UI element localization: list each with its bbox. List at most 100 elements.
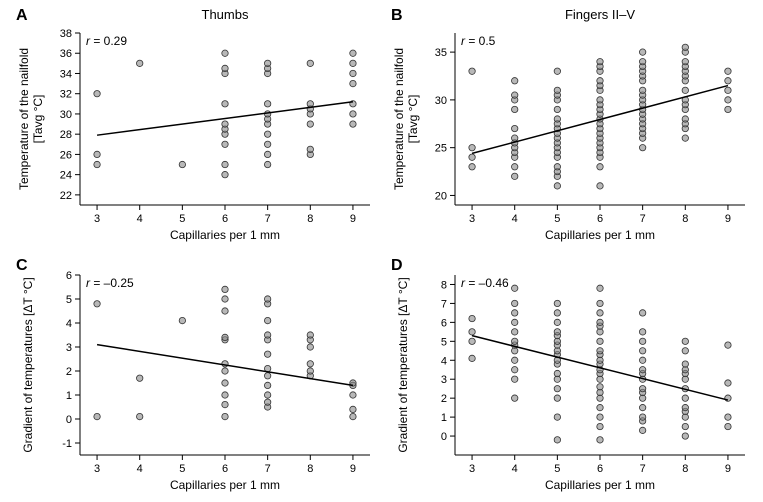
data-point (179, 317, 185, 323)
data-point (512, 92, 518, 98)
svg-text:5: 5 (66, 294, 72, 306)
svg-text:6: 6 (222, 213, 228, 225)
data-point (597, 437, 603, 443)
data-point (682, 395, 688, 401)
panel-C: 3456789-10123456Capillaries per 1 mmGrad… (10, 255, 380, 495)
data-point (350, 406, 356, 412)
data-point (350, 392, 356, 398)
data-point (682, 361, 688, 367)
data-point (469, 164, 475, 170)
data-point (512, 395, 518, 401)
data-point (350, 121, 356, 127)
data-point (725, 87, 731, 93)
data-point (554, 329, 560, 335)
data-point (554, 164, 560, 170)
svg-text:30: 30 (435, 95, 447, 107)
data-point (725, 78, 731, 84)
data-point (137, 413, 143, 419)
svg-text:4: 4 (66, 318, 72, 330)
data-point (554, 300, 560, 306)
data-point (639, 87, 645, 93)
data-point (222, 65, 228, 71)
data-point (469, 144, 475, 150)
data-point (264, 296, 270, 302)
data-point (597, 338, 603, 344)
data-point (725, 342, 731, 348)
data-point (264, 373, 270, 379)
data-point (222, 401, 228, 407)
r-annotation: r = –0.25 (86, 276, 134, 290)
svg-text:0: 0 (441, 431, 447, 443)
data-point (222, 171, 228, 177)
data-point (512, 357, 518, 363)
data-point (264, 332, 270, 338)
data-point (307, 146, 313, 152)
svg-text:28: 28 (60, 129, 72, 141)
svg-text:7: 7 (640, 213, 646, 225)
data-point (639, 310, 645, 316)
data-point (222, 50, 228, 56)
data-point (469, 355, 475, 361)
panel-title-A: Thumbs (80, 7, 370, 22)
data-point (222, 296, 228, 302)
data-point (639, 338, 645, 344)
data-point (597, 423, 603, 429)
data-point (94, 91, 100, 97)
data-point (307, 368, 313, 374)
svg-text:4: 4 (512, 463, 518, 475)
x-axis-label: Capillaries per 1 mm (545, 228, 655, 242)
data-point (469, 68, 475, 74)
data-point (350, 80, 356, 86)
data-point (682, 87, 688, 93)
data-point (307, 332, 313, 338)
data-point (264, 392, 270, 398)
svg-text:9: 9 (350, 213, 356, 225)
svg-text:3: 3 (94, 463, 100, 475)
data-point (222, 392, 228, 398)
data-point (725, 414, 731, 420)
data-point (512, 329, 518, 335)
svg-text:5: 5 (179, 213, 185, 225)
data-point (512, 173, 518, 179)
data-point (639, 414, 645, 420)
data-point (264, 141, 270, 147)
data-point (682, 433, 688, 439)
svg-text:9: 9 (725, 463, 731, 475)
panel-letter-C: C (16, 257, 28, 275)
data-point (597, 58, 603, 64)
data-point (469, 154, 475, 160)
r-annotation: r = 0.29 (86, 34, 127, 48)
data-point (682, 116, 688, 122)
r-annotation: r = 0.5 (461, 34, 496, 48)
data-point (725, 97, 731, 103)
data-point (639, 49, 645, 55)
data-point (682, 58, 688, 64)
data-point (469, 338, 475, 344)
svg-text:20: 20 (435, 190, 447, 202)
svg-text:6: 6 (441, 317, 447, 329)
data-point (512, 310, 518, 316)
data-point (264, 317, 270, 323)
data-point (512, 319, 518, 325)
svg-text:3: 3 (94, 213, 100, 225)
data-point (512, 300, 518, 306)
data-point (264, 151, 270, 157)
data-point (350, 60, 356, 66)
svg-text:30: 30 (60, 109, 72, 121)
svg-text:4: 4 (137, 463, 143, 475)
svg-text:5: 5 (441, 336, 447, 348)
data-point (554, 116, 560, 122)
data-point (639, 427, 645, 433)
panel-letter-A: A (16, 7, 28, 25)
data-point (554, 87, 560, 93)
data-point (597, 300, 603, 306)
svg-text:4: 4 (137, 213, 143, 225)
data-point (222, 121, 228, 127)
data-point (94, 161, 100, 167)
svg-text:5: 5 (554, 213, 560, 225)
data-point (682, 338, 688, 344)
svg-text:2: 2 (66, 366, 72, 378)
svg-text:Gradient of temperatures [ΔT °: Gradient of temperatures [ΔT °C] (396, 277, 410, 452)
panel-letter-D: D (391, 257, 403, 275)
data-point (350, 111, 356, 117)
